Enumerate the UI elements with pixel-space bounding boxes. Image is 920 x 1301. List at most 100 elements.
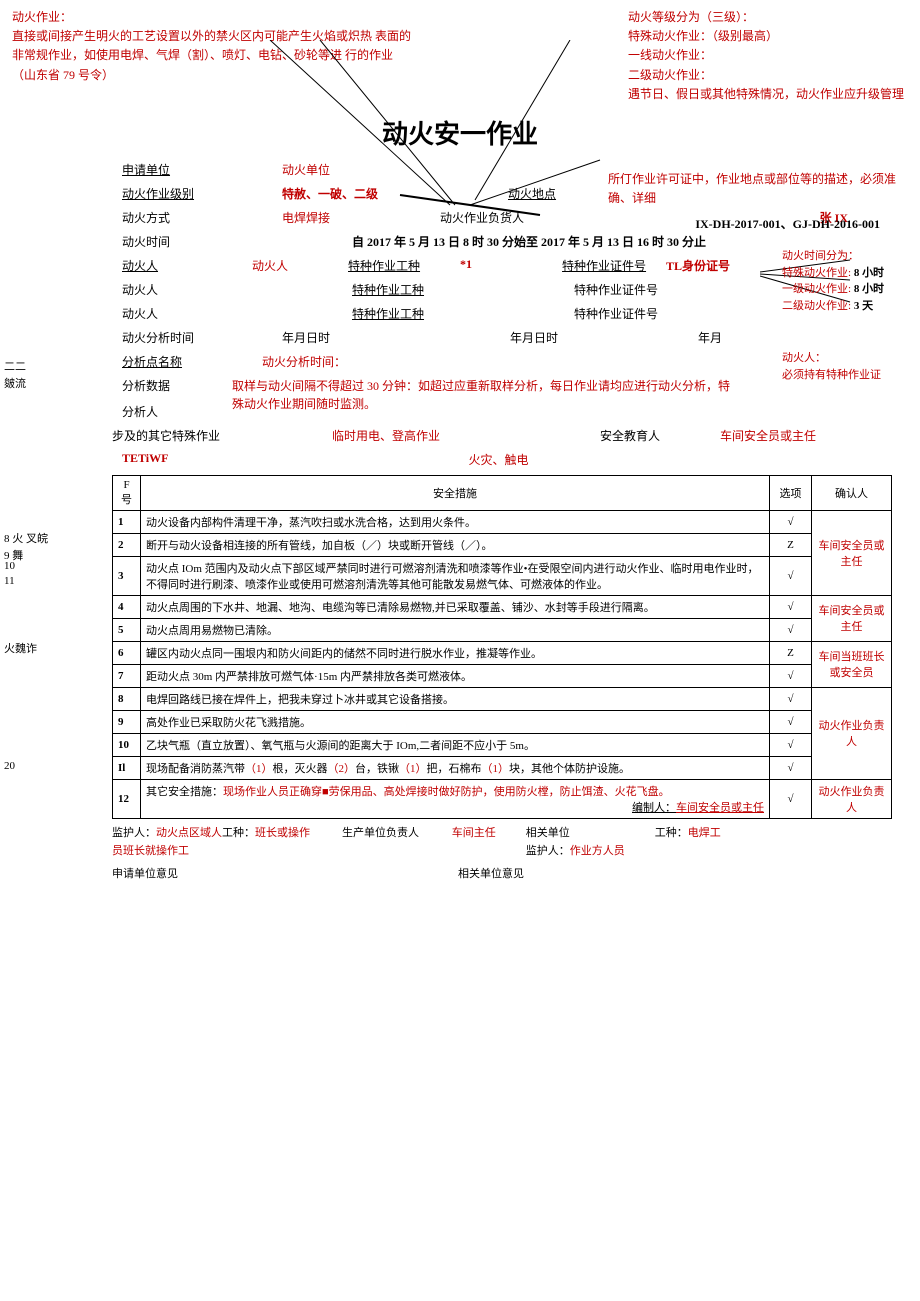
guardian2-label: 监护人： <box>526 845 570 857</box>
cell-option: √ <box>770 687 812 710</box>
cell-num: 1 <box>113 510 141 533</box>
cell-confirmer: 动火作业负责人 <box>812 779 892 818</box>
time-label: 动火时间 <box>122 233 222 250</box>
craft2-label: 工种： <box>655 827 688 839</box>
ym: 年月 <box>698 329 722 346</box>
special-cert-label-3: 特种作业证件号 <box>574 305 658 322</box>
cell-measure: 动火点周围的下水井、地漏、地沟、电缆沟等已清除易燃物,并已采取覆盖、铺沙、水封等… <box>141 595 770 618</box>
other-ops-label: 步及的其它特殊作业 <box>112 427 232 444</box>
table-row: 6罐区内动火点同一围垠内和防火间距内的储然不同时进行脱水作业，推凝等作业。Z车间… <box>113 641 892 664</box>
cell-option: √ <box>770 618 812 641</box>
document-ids: IX-DH-2017-001、GJ-DH-2016-001 <box>695 215 880 232</box>
fire-person-label-2: 动火人 <box>122 281 222 298</box>
side-mark-7: 火魏诈 <box>4 640 37 656</box>
analysis-note-body: 取样与动火间隔不得超过 30 分钟：如超过应重新取样分析，每日作业请均应进行动火… <box>232 377 732 413</box>
rel-unit-block: 相关单位 监护人：作业方人员 <box>526 825 625 860</box>
cell-num: 7 <box>113 664 141 687</box>
cell-option: √ <box>770 756 812 779</box>
cell-measure: 现场配备消防蒸汽带（1）根，灭火器（2）台，铁锹（1）把，石棉布（1）块，其他个… <box>141 756 770 779</box>
apply-opinion: 申请单位意见 <box>112 866 178 884</box>
cell-option: √ <box>770 556 812 595</box>
side-mark-5: 10 <box>4 560 15 572</box>
table-row: 8电焊回路线已接在焊件上，把我未穿过卜冰井或其它设备搭接。√动火作业负责人 <box>113 687 892 710</box>
cell-option: √ <box>770 595 812 618</box>
table-row: 10乙块气瓶（直立放置）、氧气瓶与火源间的距离大于 IOm,二者间距不应小于 5… <box>113 733 892 756</box>
prod-unit-value: 车间主任 <box>452 827 496 839</box>
cell-num: 2 <box>113 533 141 556</box>
cell-confirmer: 车间安全员或主任 <box>812 510 892 595</box>
time-row-1: 特殊动火作业: 8 小时 <box>782 265 912 282</box>
side-mark-8: 20 <box>4 760 15 772</box>
side-mark-6: 11 <box>4 575 15 587</box>
fire-person-value: 动火人 <box>252 257 288 274</box>
cell-measure: 罐区内动火点同一围垠内和防火间距内的储然不同时进行脱水作业，推凝等作业。 <box>141 641 770 664</box>
guardian-label: 监护人： <box>112 827 156 839</box>
cell-measure: 断开与动火设备相连接的所有管线，加自板（／）块或断开管线（／）。 <box>141 533 770 556</box>
fire-person-label: 动火人 <box>122 257 222 274</box>
note-levels-l1: 特殊动火作业：（级别最高） <box>628 27 908 46</box>
table-row: 5动火点周用易燃物已清除。√ <box>113 618 892 641</box>
row-other-ops: 步及的其它特殊作业 临时用电、登高作业 安全教育人 车间安全员或主任 <box>112 427 898 445</box>
prod-unit-block: 生产单位负责人 车间主任 <box>342 825 496 860</box>
cell-option: Z <box>770 533 812 556</box>
cell-num: 10 <box>113 733 141 756</box>
prod-unit-label: 生产单位负责人 <box>342 827 419 839</box>
table-row: 1动火设备内部构件清理干净，蒸汽吹扫或水洗合格，达到用火条件。√车间安全员或主任 <box>113 510 892 533</box>
header-confirmer: 确认人 <box>812 475 892 510</box>
cell-confirmer: 车间当班班长或安全员 <box>812 641 892 687</box>
permit-document: 动火作业： 直接或间接产生明火的工艺设置以外的禁火区内可能产生火焰或炽热 表面的… <box>0 0 920 892</box>
rel-opinion: 相关单位意见 <box>458 866 524 884</box>
special-type-label-1: 特种作业工种 <box>348 257 420 274</box>
row-tetiwf: TETiWF 火灾、触电 <box>122 451 898 469</box>
cell-measure: 动火点周用易燃物已清除。 <box>141 618 770 641</box>
cell-measure: 距动火点 30m 内严禁排放可燃气体·15m 内严禁排放各类可燃液体。 <box>141 664 770 687</box>
cell-num: 3 <box>113 556 141 595</box>
special-cert-label-2: 特种作业证件号 <box>574 281 658 298</box>
craft2-value: 电焊工 <box>688 827 721 839</box>
note-levels-l4: 遇节日、假日或其他特殊情况，动火作业应升级管理 <box>628 85 908 104</box>
other-ops-value: 临时用电、登高作业 <box>332 427 440 444</box>
person-title: 动火人： <box>782 350 912 367</box>
guardian-block: 监护人：动火点区域人工种：班长或操作员班长就操作工 <box>112 825 312 860</box>
time-title: 动火时间分为： <box>782 248 912 265</box>
side-mark-1: 二二 <box>4 358 26 374</box>
note-title: 动火作业： <box>12 8 412 27</box>
ymdh-2: 年月日时 <box>510 329 558 346</box>
time-value: 自 2017 年 5 月 13 日 8 时 30 分始至 2017 年 5 月 … <box>352 233 706 250</box>
document-title-area: 动火安一作业 <box>12 114 908 151</box>
rel-unit-label: 相关单位 <box>526 825 625 843</box>
side-mark-2: 皴流 <box>4 375 26 391</box>
cell-measure: 电焊回路线已接在焊件上，把我未穿过卜冰井或其它设备搭接。 <box>141 687 770 710</box>
cell-num: 4 <box>113 595 141 618</box>
analysis-note-label: 动火分析时间： <box>262 353 346 370</box>
table-row: 3动火点 IOm 范围内及动火点下部区域严禁同时进行可燃溶剂清洗和喷漆等作业•在… <box>113 556 892 595</box>
craft-label: 工种： <box>222 827 255 839</box>
tetiwf: TETiWF <box>122 451 168 466</box>
cell-num: 12 <box>113 779 141 818</box>
edu-person-label: 安全教育人 <box>600 427 660 444</box>
side-mark-3: 8 火 叉皖 <box>4 530 48 546</box>
special-cert-value: TL身份证号 <box>666 257 730 274</box>
cell-measure: 动火点 IOm 范围内及动火点下部区域严禁同时进行可燃溶剂清洗和喷漆等作业•在受… <box>141 556 770 595</box>
guardian-value: 动火点区域人 <box>156 827 222 839</box>
note-fire-person: 动火人： 必须持有特种作业证 <box>782 350 912 383</box>
guardian2-row: 监护人：作业方人员 <box>526 843 625 861</box>
edu-person-value: 车间安全员或主任 <box>720 427 816 444</box>
ymdh-1: 年月日时 <box>282 329 330 346</box>
cell-num: Il <box>113 756 141 779</box>
table-row: 7距动火点 30m 内严禁排放可燃气体·15m 内严禁排放各类可燃液体。√ <box>113 664 892 687</box>
craft2-block: 工种：电焊工 <box>655 825 721 860</box>
note-time-limits: 动火时间分为： 特殊动火作业: 8 小时 一级动火作业: 8 小时 二级动火作业… <box>782 248 912 314</box>
fire-person-label-3: 动火人 <box>122 305 222 322</box>
time-row-3: 二级动火作业: 3 天 <box>782 298 912 315</box>
cell-option: √ <box>770 664 812 687</box>
cell-measure: 其它安全措施：现场作业人员正确穿■劳保用品、高处焊接时做好防护，使用防火樘，防止… <box>141 779 770 818</box>
cell-option: √ <box>770 710 812 733</box>
cell-num: 5 <box>113 618 141 641</box>
cell-measure: 高处作业已采取防火花飞溅措施。 <box>141 710 770 733</box>
analysis-person-label: 分析人 <box>122 403 222 420</box>
table-row: Il现场配备消防蒸汽带（1）根，灭火器（2）台，铁锹（1）把，石棉布（1）块，其… <box>113 756 892 779</box>
document-title: 动火安一作业 <box>382 114 538 151</box>
header-num: F 号 <box>113 475 141 510</box>
table-row: 9高处作业已采取防火花飞溅措施。√ <box>113 710 892 733</box>
